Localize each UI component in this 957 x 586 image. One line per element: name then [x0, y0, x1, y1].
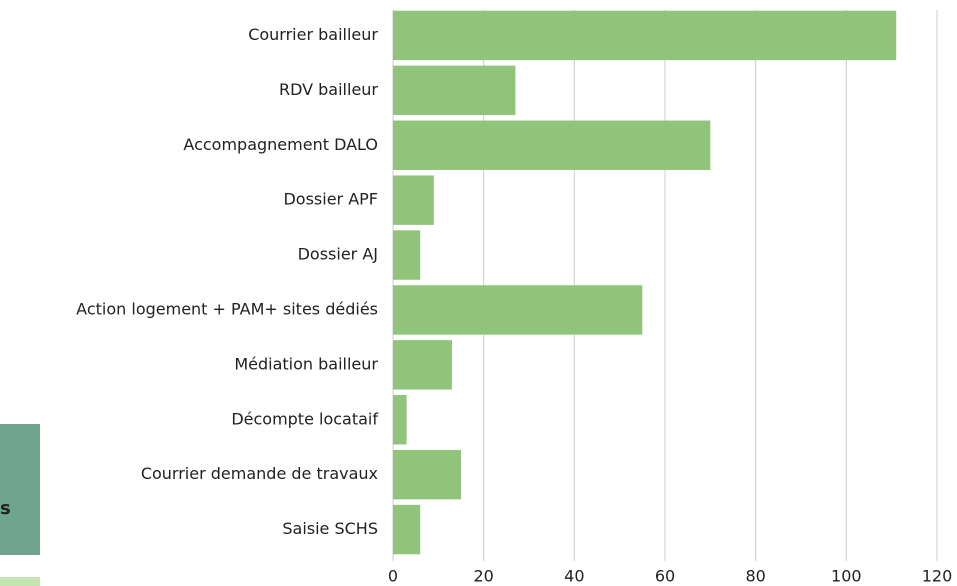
bar — [393, 340, 452, 390]
side-panel — [0, 424, 40, 555]
bar — [393, 230, 421, 280]
y-tick-label: Saisie SCHS — [282, 519, 378, 538]
bar — [393, 10, 897, 61]
bar — [393, 285, 643, 335]
bar — [393, 65, 516, 116]
y-tick-label: Courrier bailleur — [248, 25, 378, 44]
bar — [393, 120, 711, 170]
x-tick-label: 20 — [473, 567, 493, 586]
bar — [393, 449, 461, 500]
x-tick-label: 100 — [831, 567, 862, 586]
x-tick-label: 120 — [922, 567, 953, 586]
bar — [393, 175, 434, 225]
y-tick-label: Dossier APF — [283, 190, 378, 209]
y-tick-label: Dossier AJ — [298, 245, 378, 264]
y-tick-label: Médiation bailleur — [234, 354, 378, 373]
y-tick-label: Accompagnement DALO — [183, 135, 378, 154]
x-tick-label: 80 — [745, 567, 765, 586]
y-tick-label: Décompte locataif — [231, 409, 378, 428]
x-tick-label: 0 — [388, 567, 398, 586]
bar — [393, 504, 421, 555]
side-text: s — [0, 498, 11, 519]
y-tick-label: Action logement + PAM+ sites dédiés — [76, 299, 378, 318]
y-tick-label: Courrier demande de travaux — [141, 464, 378, 483]
x-tick-label: 60 — [655, 567, 675, 586]
side-panel-2 — [0, 577, 40, 586]
y-tick-label: RDV bailleur — [279, 80, 378, 99]
bar — [393, 395, 407, 445]
x-tick-label: 40 — [564, 567, 584, 586]
